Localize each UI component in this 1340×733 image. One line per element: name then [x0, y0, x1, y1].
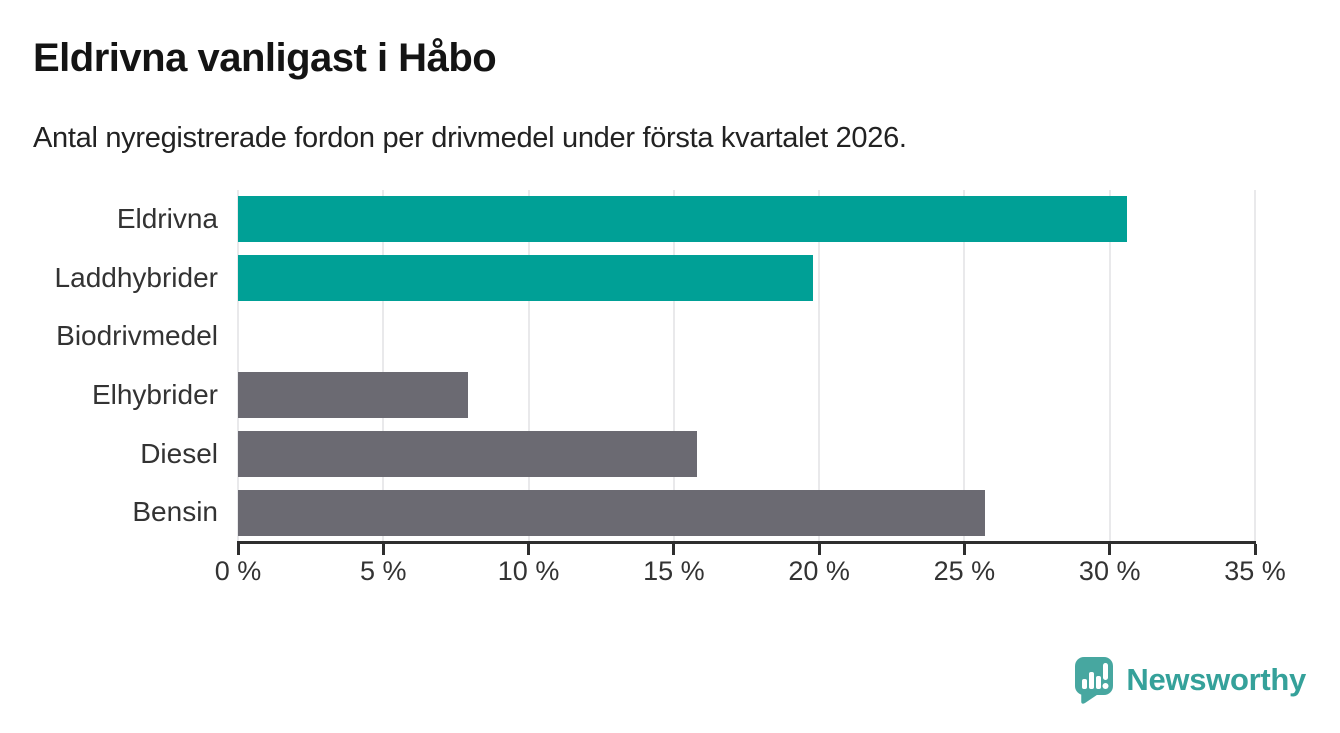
x-tick	[527, 544, 531, 555]
x-tick	[672, 544, 676, 555]
bar-eldrivna	[238, 196, 1128, 243]
gridline	[382, 190, 385, 542]
plot-area	[237, 190, 1256, 542]
gridline	[1108, 190, 1111, 542]
x-tick	[1108, 544, 1112, 555]
category-label: Elhybrider	[91, 379, 218, 410]
x-tick	[1253, 544, 1257, 555]
newsworthy-logo: Newsworthy	[1074, 656, 1306, 704]
x-tick	[236, 544, 240, 555]
gridline	[818, 190, 821, 542]
gridline	[1254, 190, 1256, 542]
gridline	[527, 190, 530, 542]
bar-elhybrider	[238, 372, 468, 419]
x-tick-label: 25 %	[933, 556, 996, 586]
x-axis-line	[237, 541, 1256, 544]
newsworthy-logo-text: Newsworthy	[1126, 662, 1306, 697]
x-tick-label: 5 %	[360, 556, 407, 586]
bar-row	[238, 372, 1255, 419]
bar-row	[238, 314, 1255, 360]
bar-row	[238, 489, 1255, 536]
x-tick-label: 10 %	[497, 556, 560, 586]
category-label: Diesel	[140, 437, 218, 469]
category-label: Bensin	[132, 496, 218, 528]
bar-chart-speech-bubble-icon	[1075, 657, 1114, 704]
chart-subtitle: Antal nyregistrerade fordon per drivmede…	[33, 122, 907, 154]
bar-diesel	[238, 431, 698, 477]
category-label: Laddhybrider	[54, 261, 218, 293]
x-tick	[962, 544, 966, 555]
bar-bensin	[238, 489, 985, 536]
x-tick-label: 30 %	[1078, 556, 1141, 586]
bar-laddhybrider	[238, 255, 814, 301]
gridline	[963, 190, 966, 542]
x-tick-label: 20 %	[788, 556, 850, 586]
gridline	[672, 190, 675, 542]
category-label: Biodrivmedel	[56, 320, 218, 352]
bar-row	[238, 431, 1255, 477]
y-axis-labels: Eldrivna Laddhybrider Biodrivmedel Elhybrid…	[20, 190, 218, 542]
x-tick-label: 15 %	[643, 556, 705, 586]
bar-row	[238, 196, 1255, 243]
x-tick	[381, 544, 385, 555]
category-label: Eldrivna	[116, 203, 218, 234]
gridline	[237, 190, 239, 542]
x-tick-label: 35 %	[1224, 556, 1286, 586]
chart-title: Eldrivna vanligast i Håbo	[33, 36, 497, 80]
x-tick	[817, 544, 821, 555]
bar-row	[238, 255, 1255, 301]
x-tick-label: 0 %	[214, 556, 262, 586]
